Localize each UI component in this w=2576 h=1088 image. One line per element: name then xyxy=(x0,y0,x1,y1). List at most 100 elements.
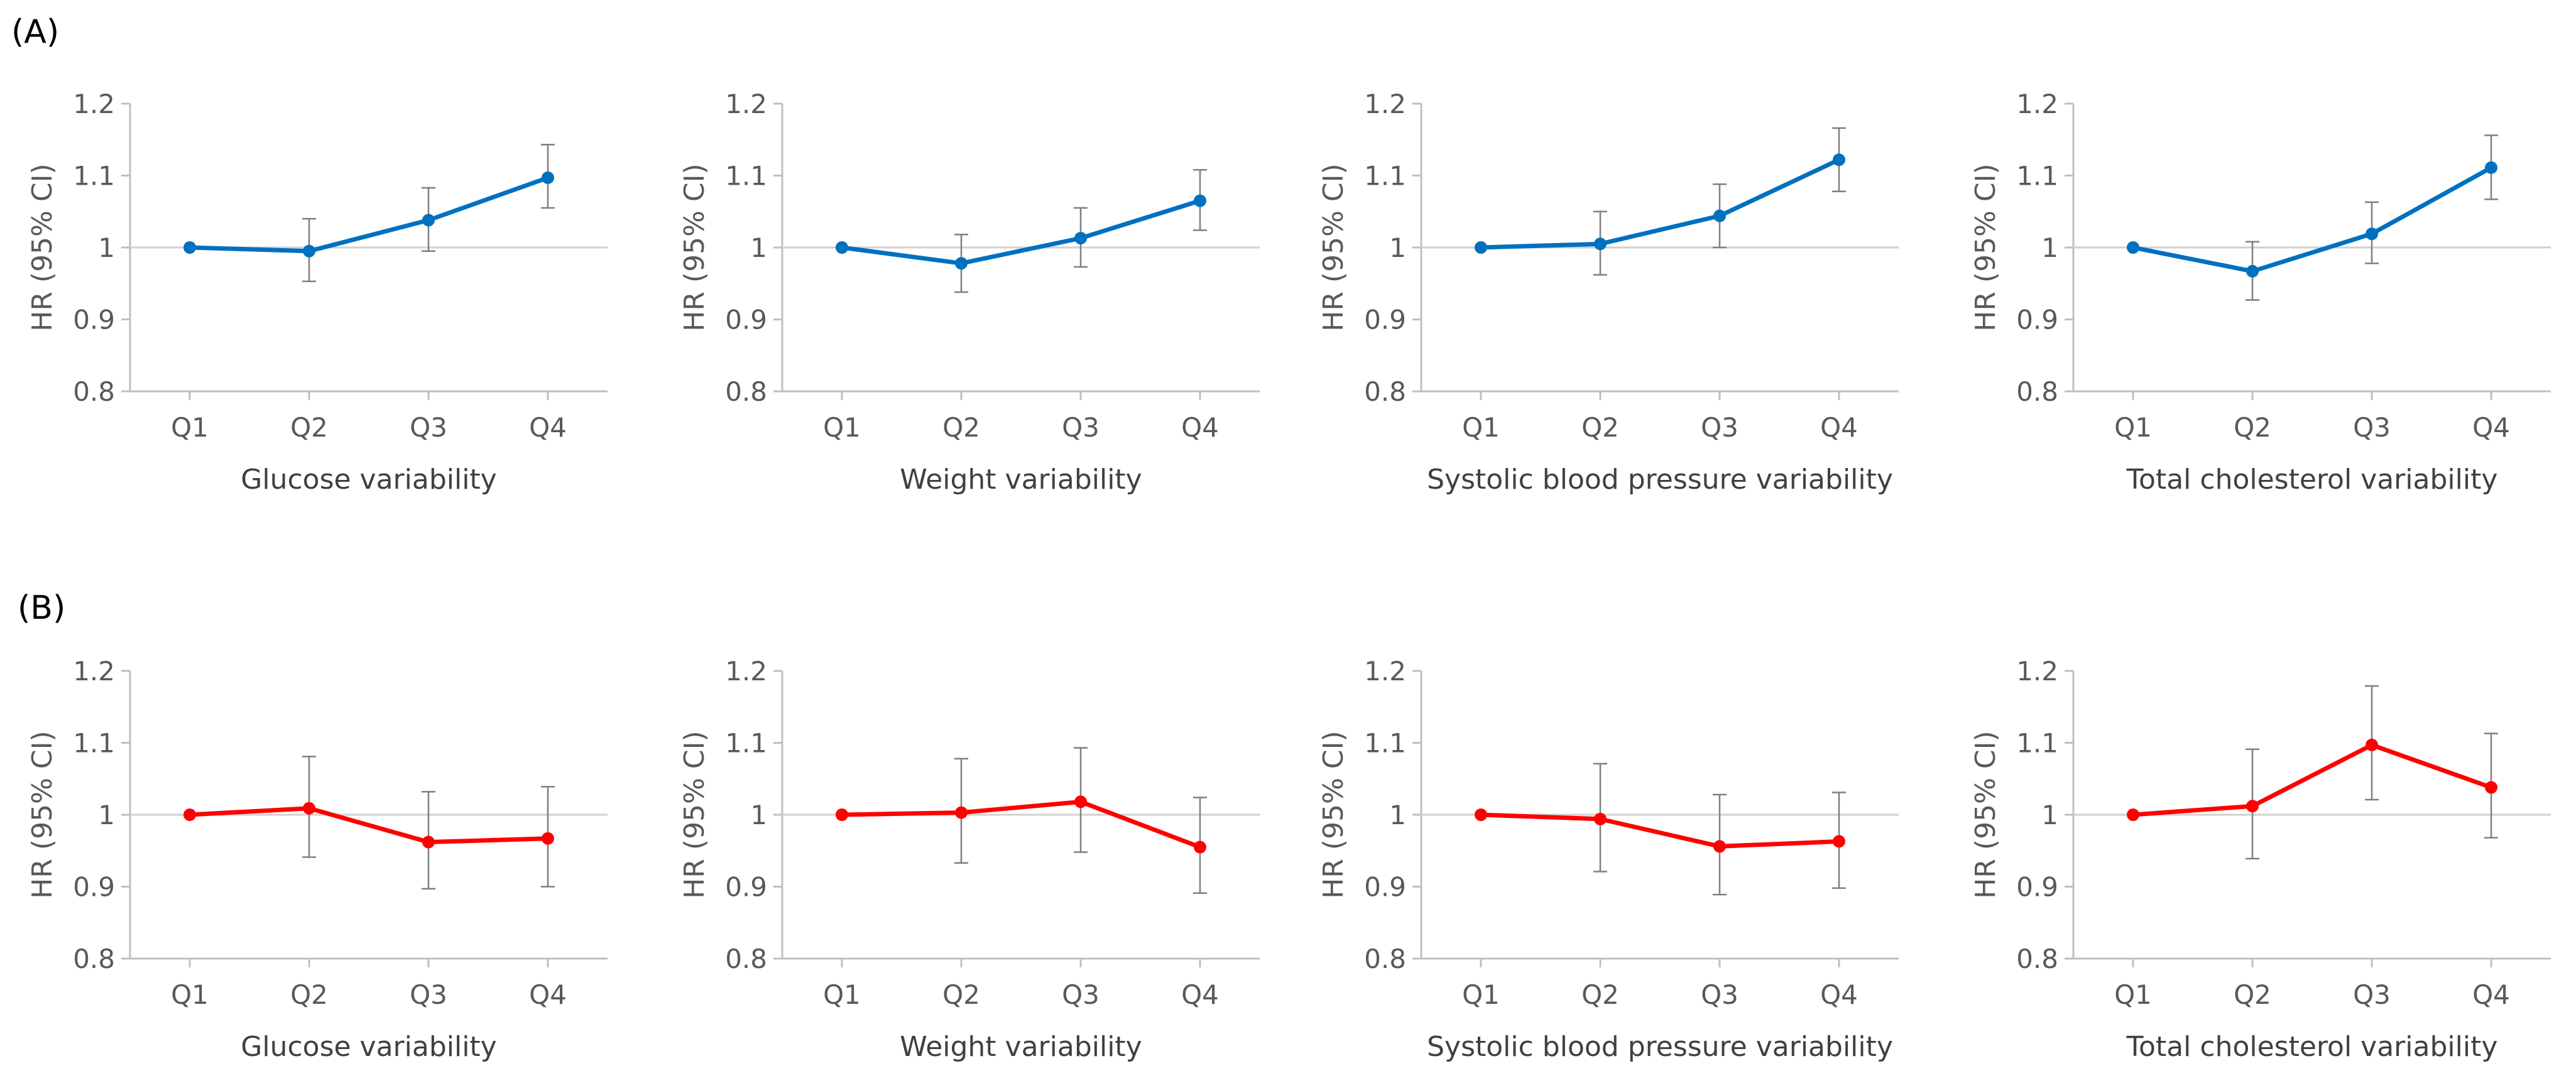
y-tick-label: 1.2 xyxy=(1364,656,1406,687)
y-tick-label: 1.1 xyxy=(2016,161,2058,192)
data-point xyxy=(2485,781,2497,794)
series-line xyxy=(1480,158,1840,250)
y-axis-label: HR (95% CI) xyxy=(1318,163,1350,331)
charts-container: 0.8 0.9 1 1.1 1.2 HR (95% CI) Q1 Q2 Q3 Q4 Glucose … xyxy=(26,89,2551,1063)
data-point xyxy=(2366,227,2378,241)
x-tick-label: Q3 xyxy=(2353,412,2391,443)
chart-3: 0.8 0.9 1 1.1 1.2 HR (95% CI) Q1 Q2 Q3 Q4 Systolic… xyxy=(1318,89,1899,496)
y-axis-label: HR (95% CI) xyxy=(1318,731,1350,898)
y-tick-label: 1.1 xyxy=(73,161,115,192)
x-tick-label: Q1 xyxy=(171,412,209,443)
chart-8: 0.8 0.9 1 1.1 1.2 HR (95% CI) Q1 Q2 Q3 Q4 Total ch… xyxy=(1970,656,2551,1063)
panel-label-a: (A) xyxy=(11,13,59,51)
x-axis-label: Weight variability xyxy=(900,1031,1142,1063)
x-tick-label: Q4 xyxy=(1181,979,1219,1010)
data-point xyxy=(1713,840,1726,853)
data-point xyxy=(2127,241,2139,254)
x-tick-label: Q4 xyxy=(529,412,567,443)
y-tick-label: 0.8 xyxy=(725,944,767,974)
y-tick-label: 1.1 xyxy=(73,728,115,759)
x-tick-label: Q1 xyxy=(1462,412,1500,443)
x-tick-label: Q4 xyxy=(1820,412,1858,443)
y-tick-label: 1.1 xyxy=(725,728,767,759)
data-point xyxy=(422,214,435,227)
chart-7: 0.8 0.9 1 1.1 1.2 HR (95% CI) Q1 Q2 Q3 Q4 Systolic… xyxy=(1318,656,1899,1063)
y-tick-label: 0.8 xyxy=(2016,376,2058,407)
data-point xyxy=(2485,161,2497,174)
y-tick-label: 1.1 xyxy=(1364,161,1406,192)
y-tick-label: 1.1 xyxy=(2016,728,2058,759)
chart-5: 0.8 0.9 1 1.1 1.2 HR (95% CI) Q1 Q2 Q3 Q4 Glucose … xyxy=(26,656,608,1063)
y-axis-label: HR (95% CI) xyxy=(679,163,711,331)
x-tick-label: Q1 xyxy=(2114,412,2152,443)
series-line xyxy=(2132,743,2492,817)
data-point xyxy=(183,241,196,254)
y-tick-label: 0.9 xyxy=(1364,305,1406,335)
data-point xyxy=(542,171,554,184)
data-point xyxy=(1194,840,1206,854)
data-point xyxy=(542,832,554,845)
x-tick-label: Q3 xyxy=(2353,979,2391,1010)
data-point xyxy=(183,808,196,821)
y-axis-label: HR (95% CI) xyxy=(1970,163,2002,331)
data-point xyxy=(1475,808,1487,821)
y-tick-label: 1 xyxy=(750,232,767,263)
series-line xyxy=(189,806,548,845)
y-tick-label: 0.8 xyxy=(73,944,115,974)
y-tick-label: 1 xyxy=(750,800,767,830)
y-axis-label: HR (95% CI) xyxy=(26,163,58,331)
y-tick-label: 1.2 xyxy=(725,656,767,687)
y-axis-label: HR (95% CI) xyxy=(26,731,58,898)
y-tick-label: 1 xyxy=(1389,232,1406,263)
x-tick-label: Q4 xyxy=(529,979,567,1010)
x-tick-label: Q1 xyxy=(2114,979,2152,1010)
data-point xyxy=(1594,812,1607,825)
x-tick-label: Q2 xyxy=(942,412,980,443)
series-line xyxy=(189,175,549,254)
x-tick-label: Q3 xyxy=(1701,412,1738,443)
chart-1: 0.8 0.9 1 1.1 1.2 HR (95% CI) Q1 Q2 Q3 Q4 Glucose … xyxy=(26,89,608,496)
data-point xyxy=(1833,153,1845,166)
x-tick-label: Q2 xyxy=(290,412,328,443)
y-tick-label: 1.1 xyxy=(725,161,767,192)
x-tick-label: Q3 xyxy=(1701,979,1738,1010)
x-tick-label: Q2 xyxy=(290,979,328,1010)
data-point xyxy=(955,806,968,819)
x-tick-label: Q1 xyxy=(823,412,861,443)
data-point xyxy=(303,802,315,815)
x-tick-label: Q3 xyxy=(410,412,447,443)
data-point xyxy=(422,835,435,849)
y-tick-label: 0.8 xyxy=(1364,376,1406,407)
y-tick-label: 1 xyxy=(2041,800,2058,830)
x-tick-label: Q4 xyxy=(1181,412,1219,443)
y-tick-label: 0.8 xyxy=(1364,944,1406,974)
y-tick-label: 1.1 xyxy=(1364,728,1406,759)
series-line xyxy=(841,799,1201,849)
data-point xyxy=(2366,738,2378,751)
x-tick-label: Q2 xyxy=(2234,412,2271,443)
y-tick-label: 1.2 xyxy=(73,656,115,687)
x-axis-label: Total cholesterol variability xyxy=(2126,464,2498,496)
x-tick-label: Q2 xyxy=(1581,979,1619,1010)
x-tick-label: Q4 xyxy=(1820,979,1858,1010)
series-line xyxy=(2132,165,2492,274)
y-tick-label: 0.9 xyxy=(2016,305,2058,335)
data-point xyxy=(955,257,968,270)
x-tick-label: Q1 xyxy=(1462,979,1500,1010)
y-tick-label: 0.8 xyxy=(725,376,767,407)
chart-6: 0.8 0.9 1 1.1 1.2 HR (95% CI) Q1 Q2 Q3 Q4 Weight v… xyxy=(679,656,1260,1063)
y-tick-label: 1 xyxy=(98,800,115,830)
x-axis-label: Total cholesterol variability xyxy=(2126,1031,2498,1063)
x-tick-label: Q1 xyxy=(823,979,861,1010)
data-point xyxy=(303,244,315,258)
data-point xyxy=(2246,264,2259,278)
x-tick-label: Q3 xyxy=(1062,979,1100,1010)
y-tick-label: 0.9 xyxy=(73,872,115,903)
data-point xyxy=(1074,795,1087,808)
data-point xyxy=(1194,194,1206,207)
y-axis-label: HR (95% CI) xyxy=(1970,731,2002,898)
data-point xyxy=(1833,835,1845,848)
x-tick-label: Q3 xyxy=(1062,412,1100,443)
chart-2: 0.8 0.9 1 1.1 1.2 HR (95% CI) Q1 Q2 Q3 Q4 Weight v… xyxy=(679,89,1260,496)
